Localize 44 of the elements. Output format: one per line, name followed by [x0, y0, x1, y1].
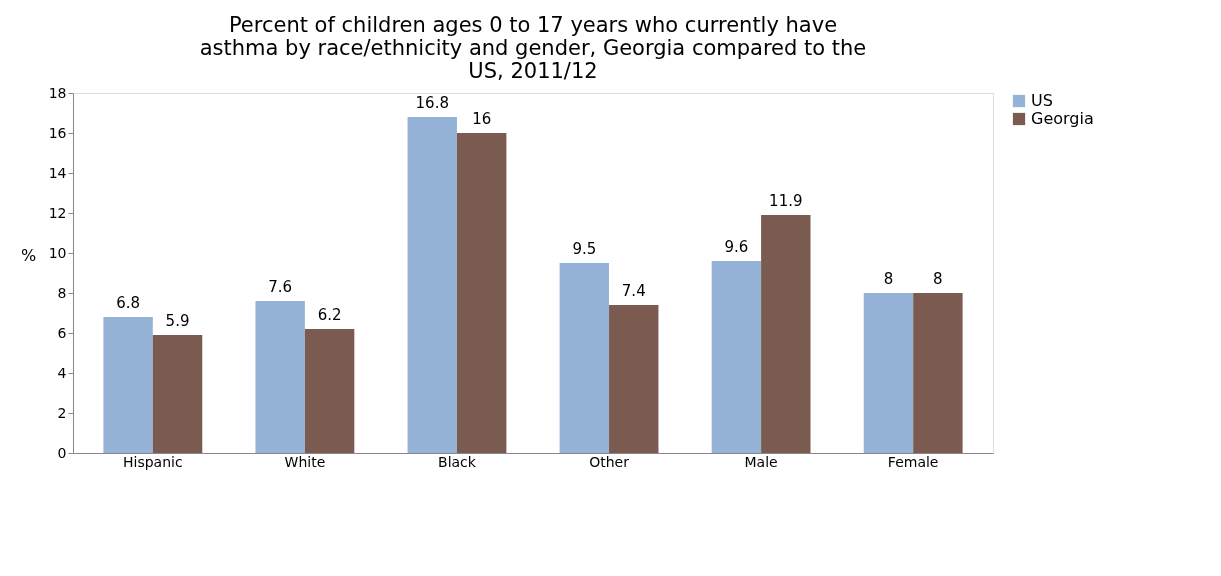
bar	[255, 301, 305, 453]
x-tick-label: Other	[589, 453, 630, 470]
data-label: 6.2	[317, 306, 342, 324]
data-label: 8	[933, 270, 943, 288]
data-label: 7.6	[268, 278, 293, 296]
y-tick-label: 8	[57, 284, 67, 301]
y-axis-title: %	[20, 245, 37, 265]
legend-label: Georgia	[1031, 109, 1094, 128]
bar	[761, 215, 811, 453]
bar	[559, 263, 610, 453]
y-tick-label: 14	[48, 164, 67, 181]
y-tick-label: 6	[57, 324, 67, 341]
data-label: 7.4	[621, 282, 646, 300]
bar	[152, 335, 203, 453]
x-tick-label: Hispanic	[123, 453, 183, 470]
y-tick-label: 4	[57, 364, 67, 381]
x-tick-label: Male	[744, 453, 778, 470]
bar	[711, 261, 762, 453]
x-tick-label: White	[284, 453, 326, 470]
data-label: 11.9	[769, 192, 803, 210]
data-label: 16	[472, 110, 492, 128]
y-tick-label: 16	[48, 124, 67, 141]
bar	[913, 293, 963, 453]
bar	[863, 293, 914, 453]
data-label: 16.8	[415, 94, 449, 112]
bar	[304, 329, 355, 453]
bar	[456, 133, 507, 453]
chart-title: Percent of children ages 0 to 17 years who currently have asthma by race/ethnicity and gender, Georgia compared to the US, 2011/12	[199, 13, 867, 83]
legend-label: US	[1031, 91, 1053, 110]
y-tick-label: 0	[57, 444, 67, 461]
y-tick-label: 2	[57, 404, 67, 421]
y-tick-label: 18	[48, 84, 67, 101]
data-label: 6.8	[116, 294, 141, 312]
data-label: 9.6	[724, 238, 749, 256]
data-label: 5.9	[165, 312, 190, 330]
x-tick-label: Black	[438, 453, 477, 470]
data-label: 9.5	[572, 240, 597, 258]
data-label: 8	[883, 270, 894, 288]
bar	[609, 305, 659, 453]
bar	[407, 117, 457, 453]
x-tick-label: Female	[887, 453, 939, 470]
y-tick-label: 10	[48, 244, 67, 261]
bar	[103, 317, 153, 453]
y-tick-label: 12	[48, 204, 67, 221]
